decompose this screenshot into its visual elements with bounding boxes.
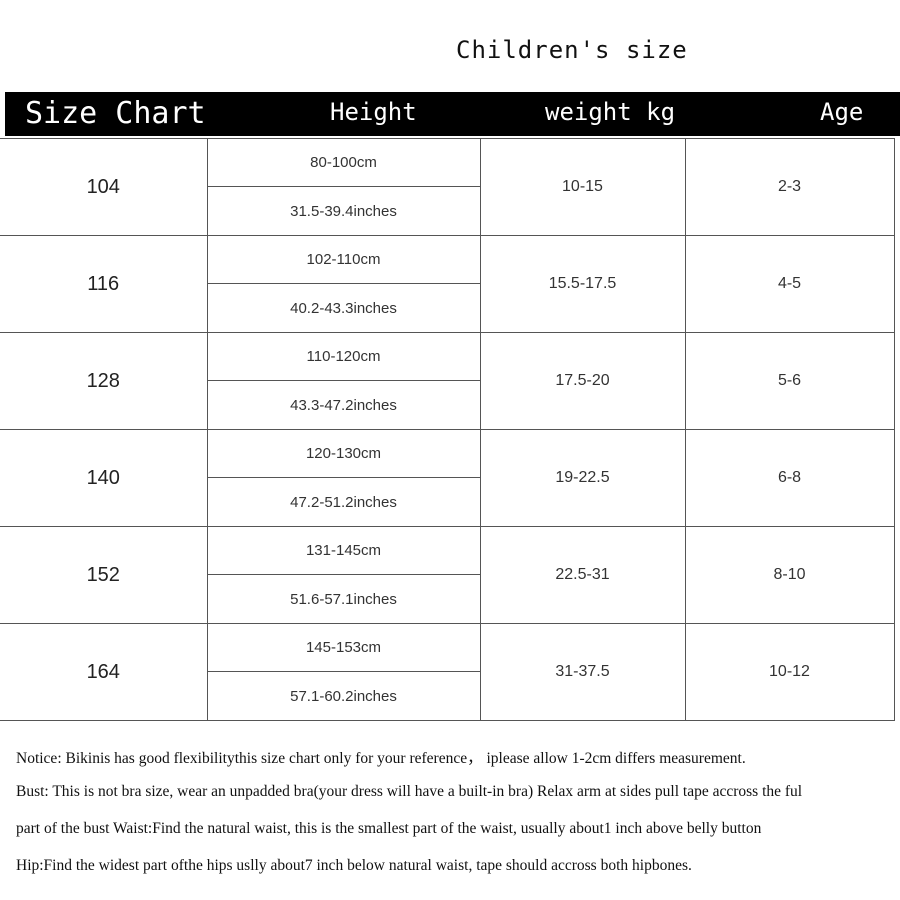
height-cm-cell: 145-153cm [206, 623, 481, 672]
table-header: Size Chart Height weight kg Age [5, 92, 900, 136]
table-row: 104 80-100cm 10-15 2-3 [0, 138, 895, 236]
notes: Notice: Bikinis has good flexibilitythis… [16, 746, 802, 894]
age-cell: 6-8 [684, 429, 895, 527]
table-row-sub: 40.2-43.3inches [0, 283, 894, 333]
weight-cell: 15.5-17.5 [479, 235, 686, 333]
weight-cell: 22.5-31 [479, 526, 686, 624]
size-cell: 128 [0, 332, 208, 430]
height-cm-cell: 102-110cm [206, 235, 481, 284]
note-bust: Bust: This is not bra size, wear an unpa… [16, 783, 803, 800]
header-weight: weight kg [545, 98, 676, 126]
weight-cell: 19-22.5 [479, 429, 686, 527]
chart-title: Children's size [456, 36, 688, 64]
height-inches-cell: 51.6-57.1inches [206, 574, 481, 624]
size-cell: 140 [0, 429, 208, 527]
size-cell: 164 [0, 623, 208, 721]
table-row: 140 120-130cm 19-22.5 6-8 [0, 429, 895, 527]
height-inches-cell: 57.1-60.2inches [206, 671, 481, 721]
size-cell: 104 [0, 138, 208, 236]
size-cell: 116 [0, 235, 208, 333]
height-cm-cell: 110-120cm [206, 332, 481, 381]
size-table: 104 80-100cm 10-15 2-3 31.5-39.4inches 116 102… [0, 138, 895, 721]
height-cm-cell: 131-145cm [206, 526, 481, 575]
height-cm-cell: 80-100cm [206, 138, 481, 187]
height-inches-cell: 40.2-43.3inches [206, 283, 481, 333]
height-inches-cell: 43.3-47.2inches [206, 380, 481, 430]
note-hip: Hip:Find the widest part ofthe hips usll… [16, 857, 692, 874]
table-row-sub: 57.1-60.2inches [0, 671, 894, 721]
size-cell: 152 [0, 526, 208, 624]
weight-cell: 31-37.5 [479, 623, 686, 721]
note-notice: Notice: Bikinis has good flexibilitythis… [16, 750, 746, 767]
height-inches-cell: 31.5-39.4inches [206, 186, 481, 236]
age-cell: 4-5 [684, 235, 895, 333]
table-row-sub: 51.6-57.1inches [0, 574, 894, 624]
height-cm-cell: 120-130cm [206, 429, 481, 478]
header-age: Age [820, 98, 864, 126]
table-row-sub: 47.2-51.2inches [0, 477, 894, 527]
age-cell: 2-3 [684, 138, 895, 236]
age-cell: 8-10 [684, 526, 895, 624]
table-row: 116 102-110cm 15.5-17.5 4-5 [0, 235, 895, 333]
table-row: 164 145-153cm 31-37.5 10-12 [0, 623, 895, 721]
weight-cell: 10-15 [479, 138, 686, 236]
header-height: Height [330, 98, 417, 126]
header-size: Size Chart [25, 96, 206, 131]
age-cell: 5-6 [684, 332, 895, 430]
age-cell: 10-12 [684, 623, 895, 721]
table-row: 128 110-120cm 17.5-20 5-6 [0, 332, 895, 430]
table-row: 152 131-145cm 22.5-31 8-10 [0, 526, 895, 624]
weight-cell: 17.5-20 [479, 332, 686, 430]
note-waist: part of the bust Waist:Find the natural … [16, 820, 762, 837]
table-row-sub: 31.5-39.4inches [0, 186, 894, 236]
height-inches-cell: 47.2-51.2inches [206, 477, 481, 527]
